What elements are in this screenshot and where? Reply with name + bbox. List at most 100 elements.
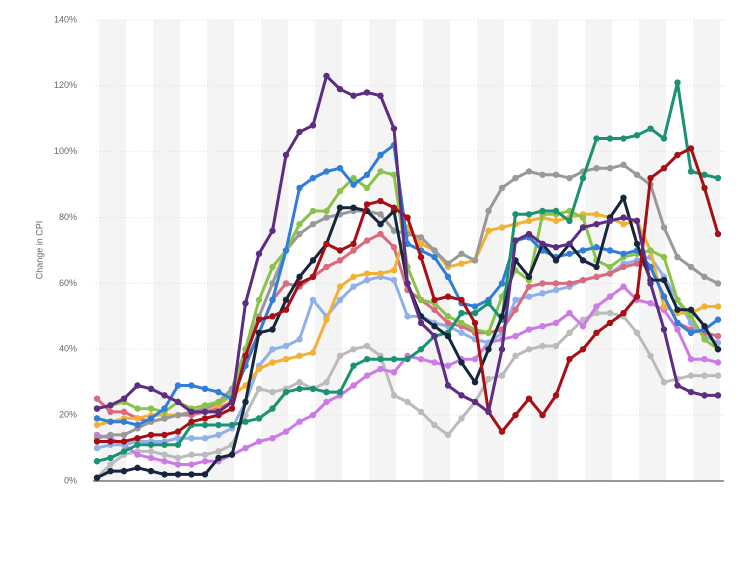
point [269, 346, 276, 353]
point [498, 280, 506, 287]
point [296, 273, 303, 281]
point [147, 385, 155, 392]
point [620, 214, 627, 221]
point [593, 303, 600, 310]
point [660, 276, 668, 284]
point [701, 336, 708, 343]
point [552, 244, 560, 251]
point [188, 418, 195, 425]
point [647, 174, 654, 182]
point [242, 444, 249, 452]
point [390, 392, 398, 399]
point [269, 313, 276, 320]
point [242, 352, 249, 360]
point [174, 428, 182, 435]
point [255, 365, 263, 373]
point [687, 306, 695, 313]
point [525, 293, 533, 300]
point [201, 434, 209, 442]
point [363, 372, 371, 379]
point [120, 431, 128, 439]
point [309, 273, 317, 281]
point [660, 135, 668, 142]
point [255, 415, 263, 422]
point [363, 355, 371, 363]
point [269, 263, 276, 271]
point [390, 244, 398, 251]
point [498, 372, 506, 379]
point [336, 296, 344, 304]
point [660, 303, 668, 310]
y-tick-label: 60% [59, 278, 77, 288]
point [633, 240, 641, 248]
point [309, 220, 317, 228]
point [593, 273, 600, 281]
point [458, 392, 465, 399]
point [377, 168, 384, 175]
point [687, 372, 695, 379]
point [147, 448, 155, 455]
point [188, 382, 195, 389]
point [296, 352, 303, 360]
point [390, 227, 398, 234]
point [147, 441, 155, 448]
point [255, 438, 263, 445]
point [714, 174, 722, 182]
point [566, 280, 573, 287]
point [539, 207, 546, 215]
point [471, 319, 479, 327]
point [714, 316, 722, 323]
point [296, 128, 303, 136]
point [93, 421, 101, 429]
point [687, 355, 695, 363]
point [188, 471, 195, 478]
point [363, 270, 371, 277]
point [458, 250, 465, 257]
point [336, 85, 344, 93]
point [431, 359, 438, 366]
point [242, 299, 249, 307]
point [660, 224, 668, 231]
point [471, 309, 479, 317]
point [566, 329, 573, 337]
point [201, 408, 209, 416]
point [174, 441, 182, 448]
point [161, 405, 168, 412]
point [579, 247, 587, 254]
point [552, 280, 560, 287]
point [228, 421, 236, 429]
point [579, 323, 587, 330]
point [296, 280, 303, 287]
point [215, 408, 222, 416]
point [282, 151, 290, 159]
point [431, 332, 438, 340]
point [498, 428, 506, 435]
y-tick-label: 120% [54, 80, 77, 90]
point [525, 211, 533, 218]
point [336, 164, 344, 172]
point [431, 323, 438, 330]
point [606, 164, 614, 172]
point [174, 398, 182, 406]
point [296, 418, 303, 425]
point [674, 79, 681, 86]
point [539, 290, 546, 297]
point [309, 349, 317, 356]
point [606, 263, 614, 271]
point [566, 355, 573, 363]
point [512, 211, 519, 218]
point [471, 355, 479, 363]
point [471, 379, 479, 386]
point [161, 415, 168, 422]
point [660, 164, 668, 172]
point [107, 418, 114, 425]
point [701, 323, 708, 330]
point [647, 280, 654, 287]
point [363, 201, 371, 208]
point [147, 415, 155, 422]
point [404, 313, 411, 320]
point [377, 197, 384, 205]
point [201, 415, 209, 422]
point [350, 346, 357, 353]
point [525, 395, 533, 402]
